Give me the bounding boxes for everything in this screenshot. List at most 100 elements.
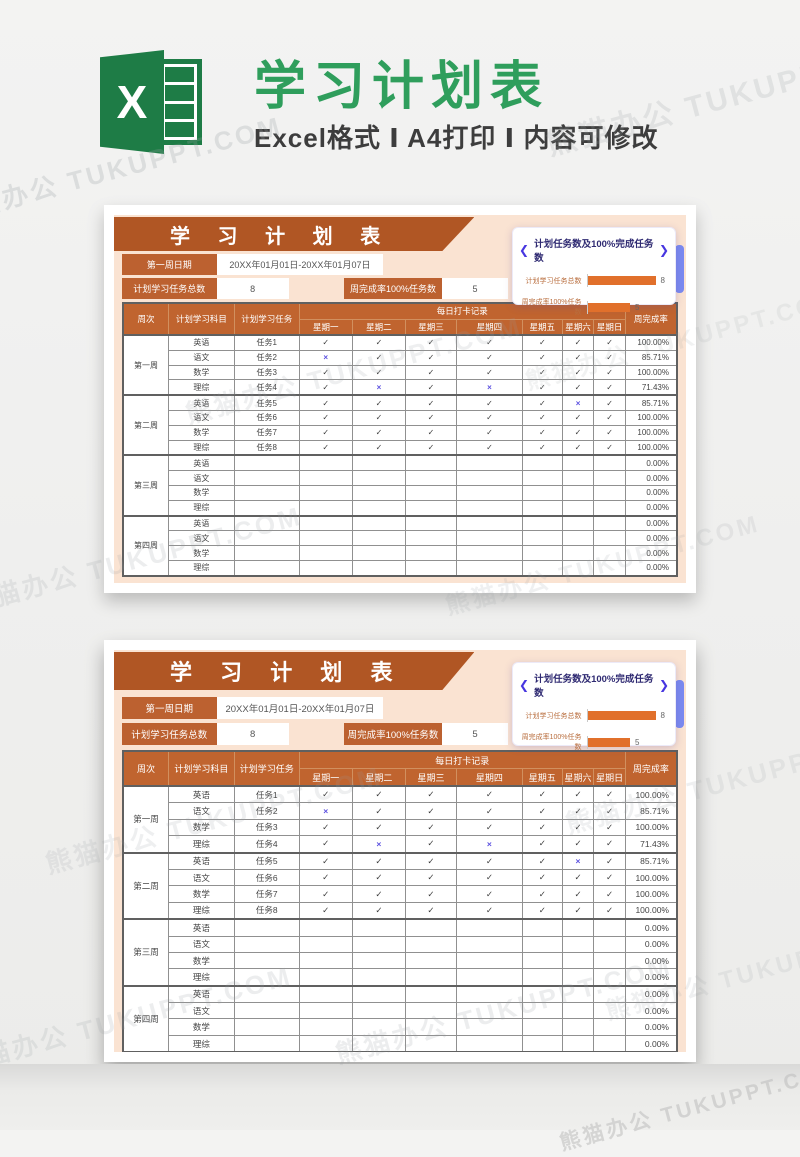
- day-mark-cell: [593, 1018, 626, 1036]
- day-mark-cell: [351, 951, 407, 970]
- day-mark-cell: [405, 951, 457, 970]
- day-mark-cell: [298, 514, 353, 532]
- subject-cell: 数学: [167, 818, 235, 837]
- day-mark-cell: ×: [455, 379, 523, 396]
- day-mark-cell: ✓: [298, 901, 353, 920]
- sheet: 学 习 计 划 表 ❮ 计划任务数及100%完成任务数 ❯ 计划学习任务总数 8 周…: [114, 215, 686, 583]
- week-cell: 第一周: [122, 785, 169, 854]
- mini-bar-chart: 计划学习任务总数 8 周完成率100%任务数 5: [519, 274, 669, 317]
- day-mark-cell: ✓: [593, 851, 626, 870]
- day-mark-cell: [455, 918, 523, 937]
- week-cell: 第三周: [122, 918, 169, 987]
- day-mark-cell: ✓: [405, 379, 457, 396]
- day-mark-cell: [593, 1034, 626, 1052]
- day-mark-cell: [405, 935, 457, 953]
- day-mark-cell: ×: [298, 349, 353, 366]
- task-cell: 任务3: [233, 364, 300, 381]
- day-mark-cell: [521, 484, 563, 501]
- sheet-banner-title: 学 习 计 划 表: [170, 225, 392, 248]
- day-mark-cell: [351, 454, 407, 472]
- day-mark-cell: ✓: [405, 851, 457, 870]
- day-mark-cell: ✓: [405, 802, 457, 820]
- day-mark-cell: ✓: [405, 835, 457, 854]
- subject-cell: 理综: [167, 559, 235, 577]
- day-mark-cell: [521, 1034, 563, 1052]
- sheet-banner-title: 学 习 计 划 表: [170, 660, 404, 685]
- rate-cell: 85.71%: [624, 394, 678, 411]
- day-mark-cell: [405, 559, 457, 577]
- subject-cell: 英语: [167, 514, 235, 532]
- day-mark-cell: [455, 470, 523, 486]
- rate-cell: 100.00%: [624, 901, 678, 920]
- day-mark-cell: [405, 454, 457, 472]
- col-header-thursday: 星期四: [455, 768, 523, 787]
- week-date-label: 第一周日期: [122, 697, 217, 719]
- day-mark-cell: ✓: [593, 785, 626, 804]
- rate-cell: 85.71%: [624, 349, 678, 366]
- day-mark-cell: [561, 545, 595, 561]
- col-header-thursday: 星期四: [455, 318, 523, 336]
- day-mark-cell: [298, 484, 353, 501]
- day-mark-cell: [521, 918, 563, 937]
- day-mark-cell: [593, 470, 626, 486]
- subject-cell: 语文: [167, 1002, 235, 1020]
- task-cell: 任务4: [233, 835, 300, 854]
- day-mark-cell: ×: [455, 835, 523, 854]
- bar-row: 计划学习任务总数 8: [519, 274, 669, 287]
- day-mark-cell: [351, 530, 407, 547]
- col-header-monday: 星期一: [298, 768, 353, 787]
- day-mark-cell: ✓: [298, 409, 353, 426]
- day-mark-cell: [298, 454, 353, 472]
- week-date-label: 第一周日期: [122, 254, 217, 275]
- col-header-task: 计划学习任务: [233, 750, 300, 787]
- day-mark-cell: ✓: [298, 835, 353, 854]
- subject-cell: 理综: [167, 835, 235, 854]
- day-mark-cell: [405, 984, 457, 1004]
- subject-cell: 语文: [167, 802, 235, 820]
- date-field-row: 第一周日期 20XX年01月01日-20XX年01月07日: [122, 254, 678, 275]
- day-mark-cell: [351, 968, 407, 987]
- blue-accent-pill: [675, 680, 684, 728]
- day-mark-cell: ✓: [593, 439, 626, 456]
- subject-cell: 英语: [167, 333, 235, 351]
- rate-cell: 71.43%: [624, 835, 678, 854]
- bar: [587, 276, 656, 285]
- col-header-week: 周次: [122, 302, 169, 336]
- day-mark-cell: ✓: [561, 349, 595, 366]
- day-mark-cell: [405, 484, 457, 501]
- day-mark-cell: ✓: [455, 885, 523, 903]
- task-cell: [233, 935, 300, 953]
- day-mark-cell: ✓: [521, 818, 563, 837]
- day-mark-cell: ✓: [455, 802, 523, 820]
- excel-logo-cover: X: [100, 50, 164, 154]
- subject-cell: 理综: [167, 1034, 235, 1052]
- total-tasks-value: 8: [216, 723, 289, 745]
- day-mark-cell: [405, 545, 457, 561]
- totals-field-row: 计划学习任务总数 8 周完成率100%任务数 5: [122, 278, 678, 299]
- day-mark-cell: ✓: [593, 868, 626, 887]
- day-mark-cell: ✓: [455, 439, 523, 456]
- day-mark-cell: [351, 935, 407, 953]
- subject-cell: 数学: [167, 951, 235, 970]
- day-mark-cell: ✓: [405, 818, 457, 837]
- day-mark-cell: [521, 499, 563, 517]
- day-mark-cell: ✓: [405, 349, 457, 366]
- day-mark-cell: ✓: [298, 885, 353, 903]
- week-cell: 第四周: [122, 984, 169, 1052]
- spreadsheet-preview-top: 学 习 计 划 表 ❮ 计划任务数及100%完成任务数 ❯ 计划学习任务总数 8 周…: [104, 205, 696, 593]
- task-cell: [233, 499, 300, 517]
- total-tasks-value: 8: [216, 278, 289, 299]
- rate-cell: 0.00%: [624, 499, 678, 517]
- task-cell: [233, 454, 300, 472]
- day-mark-cell: ✓: [405, 424, 457, 441]
- day-mark-cell: ✓: [455, 868, 523, 887]
- day-mark-cell: ✓: [455, 785, 523, 804]
- day-mark-cell: [521, 951, 563, 970]
- rate-cell: 0.00%: [624, 545, 678, 561]
- col-header-wednesday: 星期三: [405, 318, 457, 336]
- task-cell: [233, 1034, 300, 1052]
- day-mark-cell: [298, 499, 353, 517]
- task-cell: 任务7: [233, 885, 300, 903]
- day-mark-cell: [455, 1002, 523, 1020]
- col-header-subject: 计划学习科目: [167, 750, 235, 787]
